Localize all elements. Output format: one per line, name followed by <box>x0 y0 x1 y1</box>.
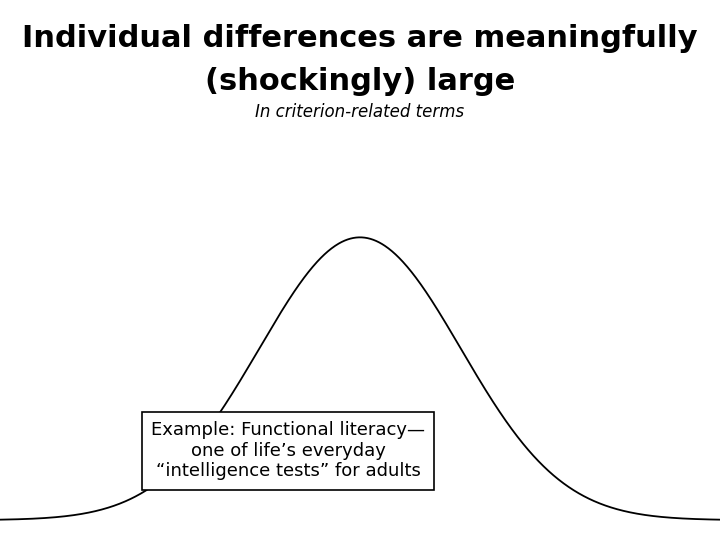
Text: Individual differences are meaningfully: Individual differences are meaningfully <box>22 24 698 53</box>
Text: In criterion-related terms: In criterion-related terms <box>256 103 464 120</box>
Text: (shockingly) large: (shockingly) large <box>205 68 515 97</box>
Text: Example: Functional literacy—
one of life’s everyday
“intelligence tests” for ad: Example: Functional literacy— one of lif… <box>151 421 425 481</box>
